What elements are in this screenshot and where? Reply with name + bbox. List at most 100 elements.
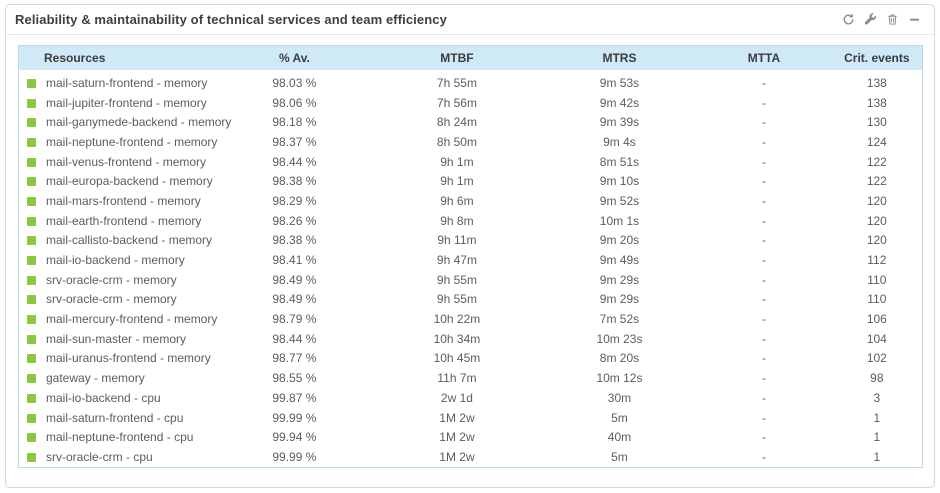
resource-name: mail-ganymede-backend - memory [46,115,232,130]
table-row: mail-uranus-frontend - memory 98.77 % 10… [19,349,922,369]
resource-name: srv-oracle-crm - memory [46,272,177,287]
mtbf-value: 10h 34m [433,331,481,346]
table-row: mail-neptune-frontend - memory 98.37 % 8… [19,132,922,152]
table-row: mail-neptune-frontend - cpu 99.94 % 1M 2… [19,427,922,447]
reliability-table: Resources % Av. MTBF MTRS MTTA Crit. eve… [18,45,923,468]
availability-value: 98.06 % [272,95,317,110]
table-row: mail-mercury-frontend - memory 98.79 % 1… [19,309,922,329]
resource-name: mail-europa-backend - memory [46,174,213,189]
resource-cell: srv-oracle-crm - cpu [19,447,218,467]
mtbf-value: 2w 1d [440,390,473,405]
resource-name: mail-io-backend - memory [46,253,185,268]
resource-name: mail-jupiter-frontend - memory [46,95,207,110]
mtrs-value: 9m 52s [599,193,640,208]
mtbf-value: 1M 2w [439,449,475,464]
column-header-mtbf: MTBF [371,46,543,70]
mtrs-value: 9m 29s [599,272,640,287]
column-header-mtta: MTTA [696,46,832,70]
mtrs-value: 5m [611,410,628,425]
status-square-icon [27,98,36,108]
mtta-value: - [761,331,766,346]
mtbf-value: 7h 56m [436,95,477,110]
mtta-value: - [761,312,766,327]
mtbf-value: 1M 2w [439,410,475,425]
status-square-icon [27,295,36,305]
trash-icon[interactable] [885,13,899,27]
mtta-value: - [761,272,766,287]
column-header-availability: % Av. [217,46,372,70]
crit-events-value: 124 [866,134,887,149]
panel-toolbar [841,13,921,27]
resource-name: mail-callisto-backend - memory [46,233,213,248]
column-header-resources: Resources [19,46,218,70]
mtbf-value: 10h 22m [433,312,481,327]
column-header-crit-events: Crit. events [831,46,922,70]
resource-cell: srv-oracle-crm - memory [19,290,218,310]
resource-cell: mail-venus-frontend - memory [19,152,218,172]
widget-panel: Reliability & maintainability of technic… [5,4,935,488]
resource-cell: mail-neptune-frontend - cpu [19,427,218,447]
resource-name: mail-uranus-frontend - memory [46,351,211,366]
status-square-icon [27,354,36,364]
crit-events-value: 1 [873,410,881,425]
mtta-value: - [761,193,766,208]
mtbf-value: 10h 45m [433,351,481,366]
mtrs-value: 10m 23s [596,331,643,346]
resource-name: mail-mercury-frontend - memory [46,312,218,327]
crit-events-value: 112 [867,253,887,268]
status-square-icon [27,275,36,285]
mtrs-value: 9m 4s [603,134,636,149]
mtbf-value: 9h 1m [440,154,474,169]
mtrs-value: 10m 12s [596,371,643,386]
mtrs-value: 9m 20s [599,233,640,248]
availability-value: 98.37 % [272,134,317,149]
crit-events-value: 1 [873,430,881,445]
resource-cell: mail-mars-frontend - memory [19,191,218,211]
mtbf-value: 9h 47m [436,253,477,268]
resource-cell: mail-europa-backend - memory [19,171,218,191]
resource-cell: gateway - memory [19,368,218,388]
refresh-icon[interactable] [841,13,855,27]
crit-events-value: 110 [867,272,887,287]
resource-cell: mail-sun-master - memory [19,329,218,349]
crit-events-value: 122 [866,154,887,169]
resource-name: mail-neptune-frontend - memory [46,134,218,149]
table-row: gateway - memory 98.55 % 11h 7m 10m 12s … [19,368,922,388]
mtbf-value: 1M 2w [439,430,475,445]
crit-events-value: 1 [873,449,881,464]
mtta-value: - [761,390,766,405]
availability-value: 98.03 % [272,75,317,90]
mtta-value: - [761,115,766,130]
mtrs-value: 9m 42s [599,95,640,110]
mtta-value: - [761,233,766,248]
resource-name: mail-saturn-frontend - memory [46,75,208,90]
wrench-icon[interactable] [863,13,877,27]
table-row: mail-io-backend - memory 98.41 % 9h 47m … [19,250,922,270]
mtrs-value: 8m 20s [599,351,640,366]
availability-value: 98.44 % [272,154,317,169]
availability-value: 98.26 % [272,213,317,228]
mtbf-value: 9h 1m [440,174,474,189]
table-row: mail-venus-frontend - memory 98.44 % 9h … [19,152,922,172]
mtta-value: - [761,449,766,464]
resource-cell: mail-mercury-frontend - memory [19,309,218,329]
resource-name: gateway - memory [46,371,145,386]
crit-events-value: 102 [866,351,887,366]
resource-cell: mail-uranus-frontend - memory [19,349,218,369]
availability-value: 98.38 % [272,174,317,189]
minimize-icon[interactable] [907,13,921,27]
page-title: Reliability & maintainability of technic… [15,12,447,27]
mtta-value: - [761,213,766,228]
resource-cell: mail-neptune-frontend - memory [19,132,218,152]
crit-events-value: 138 [866,75,887,90]
status-square-icon [27,118,36,128]
mtrs-value: 9m 39s [599,115,640,130]
mtta-value: - [761,134,766,149]
table-row: mail-saturn-frontend - memory 98.03 % 7h… [19,70,922,93]
crit-events-value: 122 [866,174,887,189]
status-square-icon [27,177,36,187]
table-row: mail-ganymede-backend - memory 98.18 % 8… [19,112,922,132]
table-row: srv-oracle-crm - memory 98.49 % 9h 55m 9… [19,290,922,310]
crit-events-value: 110 [867,292,887,307]
table-row: mail-saturn-frontend - cpu 99.99 % 1M 2w… [19,408,922,428]
